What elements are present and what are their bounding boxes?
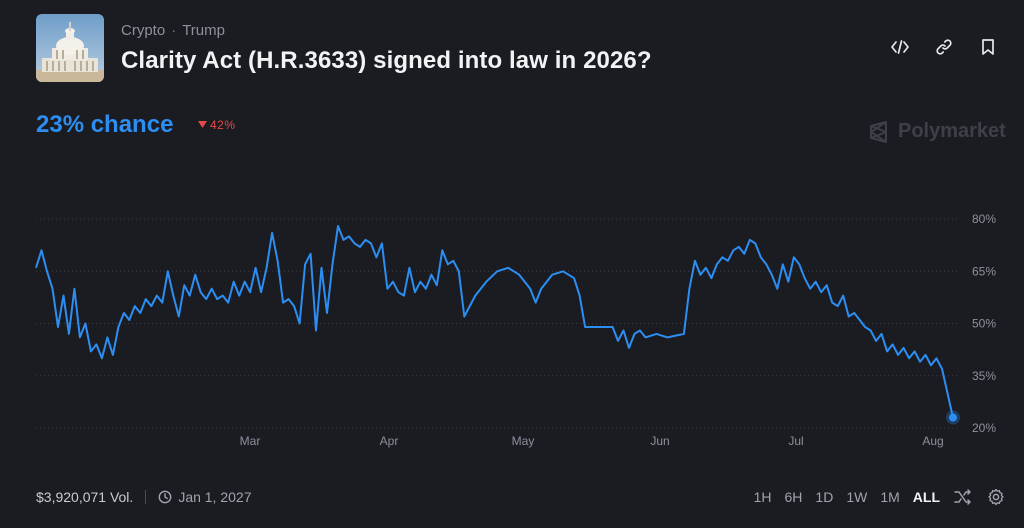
bookmark-button[interactable] (978, 36, 998, 58)
brand-watermark: Polymarket (868, 120, 1006, 143)
brand-name: Polymarket (898, 120, 1006, 142)
chance-change-value: 42% (210, 118, 236, 132)
x-tick-label: Aug (922, 434, 943, 448)
current-value-marker (946, 410, 960, 425)
range-all-button[interactable]: ALL (912, 489, 940, 505)
embed-button[interactable] (890, 36, 910, 58)
x-tick-label: May (512, 434, 535, 448)
x-tick-label: Jul (788, 434, 803, 448)
x-tick-label: Apr (380, 434, 399, 448)
time-range-selector: 1H 6H 1D 1W 1M ALL (754, 486, 1006, 508)
capitol-thumbnail (36, 14, 104, 82)
chance-change: 42% (198, 118, 236, 132)
polymarket-logo-icon (870, 120, 887, 143)
bookmark-icon (982, 39, 994, 55)
breadcrumb-trump[interactable]: Trump (182, 22, 225, 39)
shuffle-button[interactable] (953, 486, 973, 508)
range-6h-button[interactable]: 6H (784, 489, 803, 505)
marker-dot (949, 413, 957, 422)
link-icon (936, 39, 952, 55)
range-1w-button[interactable]: 1W (846, 489, 868, 505)
range-1d-button[interactable]: 1D (815, 489, 834, 505)
market-title: Clarity Act (H.R.3633) signed into law i… (121, 47, 652, 74)
y-tick-label: 50% (972, 317, 996, 331)
clock-icon (158, 490, 172, 504)
embed-code-icon (891, 40, 909, 54)
y-tick-label: 65% (972, 264, 996, 278)
triangle-down-icon (198, 121, 207, 128)
y-tick-label: 35% (972, 369, 996, 383)
market-thumbnail (36, 14, 104, 82)
x-tick-label: Mar (240, 434, 261, 448)
market-actions (890, 36, 998, 58)
end-date: Jan 1, 2027 (158, 489, 251, 505)
chance-value: 23% chance (36, 111, 174, 138)
breadcrumb-crypto[interactable]: Crypto (121, 22, 166, 39)
price-chart[interactable]: 80% 65% 50% 35% 20% Mar Apr May Jun Jul Aug (0, 195, 1024, 465)
volume-label: $3,920,071 Vol. (36, 489, 134, 505)
y-tick-label: 20% (972, 421, 996, 435)
y-axis-labels: 80% 65% 50% 35% 20% (972, 212, 996, 435)
end-date-text: Jan 1, 2027 (178, 489, 252, 505)
breadcrumb: Crypto · Trump (121, 22, 225, 39)
gear-icon (988, 488, 1004, 506)
market-footer: $3,920,071 Vol. Jan 1, 2027 (36, 489, 251, 505)
breadcrumb-separator: · (171, 22, 177, 39)
x-tick-label: Jun (650, 434, 669, 448)
x-axis-labels: Mar Apr May Jun Jul Aug (240, 434, 944, 448)
shuffle-icon (954, 489, 971, 505)
chance-series-line (35, 225, 954, 418)
settings-button[interactable] (986, 486, 1006, 508)
range-1m-button[interactable]: 1M (880, 489, 900, 505)
copy-link-button[interactable] (934, 36, 954, 58)
range-1h-button[interactable]: 1H (753, 489, 772, 505)
chart-grid (36, 218, 958, 429)
y-tick-label: 80% (972, 212, 996, 226)
footer-divider (145, 490, 147, 504)
